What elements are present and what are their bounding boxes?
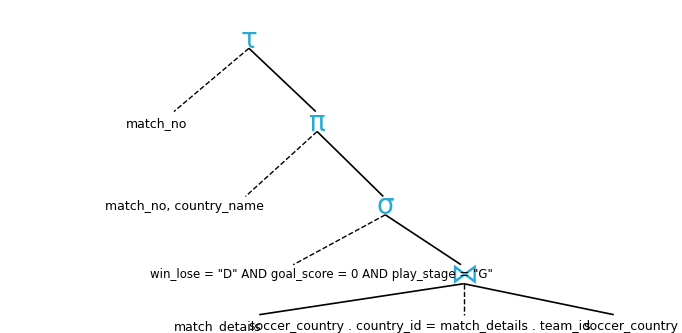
Text: σ: σ: [376, 192, 394, 220]
Text: soccer_country . country_id = match_details . team_id: soccer_country . country_id = match_deta…: [249, 320, 590, 333]
Text: win_lose = "D" AND goal_score = 0 AND play_stage = "G": win_lose = "D" AND goal_score = 0 AND pl…: [150, 268, 493, 281]
Text: τ: τ: [241, 26, 257, 54]
Text: soccer_country: soccer_country: [583, 320, 679, 333]
Text: match_no, country_name: match_no, country_name: [105, 200, 263, 213]
Text: ⋈: ⋈: [450, 261, 477, 289]
Text: match_no: match_no: [126, 117, 188, 130]
Text: π: π: [309, 109, 325, 137]
Text: match_details: match_details: [175, 320, 262, 333]
